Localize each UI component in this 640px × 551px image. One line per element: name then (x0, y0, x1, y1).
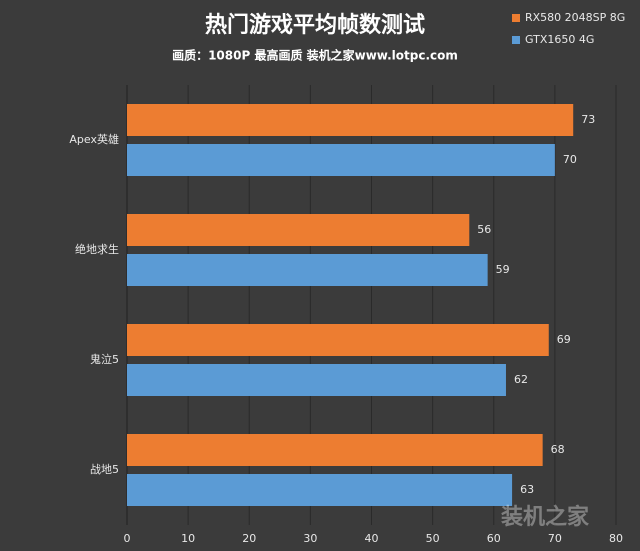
bar (127, 214, 470, 246)
x-tick-label: 30 (303, 532, 317, 545)
y-tick-label: 鬼泣5 (90, 352, 119, 366)
x-tick-label: 0 (124, 532, 131, 545)
data-label: 70 (563, 153, 577, 166)
x-tick-label: 60 (487, 532, 501, 545)
data-label: 68 (551, 443, 565, 456)
data-label: 56 (477, 223, 491, 236)
y-tick-label: Apex英雄 (69, 132, 119, 146)
bar (127, 364, 506, 396)
legend-swatch (512, 36, 520, 44)
chart-title: 热门游戏平均帧数测试 (205, 12, 425, 38)
bar (127, 324, 549, 356)
bar (127, 474, 513, 506)
legend-label: GTX1650 4G (525, 33, 594, 46)
x-tick-label: 20 (242, 532, 256, 545)
bar (127, 144, 555, 176)
x-tick-label: 70 (548, 532, 562, 545)
data-label: 63 (520, 483, 534, 496)
data-label: 62 (514, 373, 528, 386)
x-tick-label: 80 (609, 532, 623, 545)
y-tick-label: 绝地求生 (75, 242, 119, 256)
x-tick-label: 50 (426, 532, 440, 545)
chart-subtitle: 画质：1080P 最高画质 装机之家www.lotpc.com (172, 48, 458, 63)
bar (127, 434, 543, 466)
bar (127, 254, 488, 286)
data-label: 69 (557, 333, 571, 346)
y-tick-label: 战地5 (90, 463, 119, 476)
data-label: 73 (581, 113, 595, 126)
data-label: 59 (496, 263, 510, 276)
legend-label: RX580 2048SP 8G (525, 11, 625, 24)
bar (127, 104, 574, 136)
watermark: 装机之家 (501, 504, 590, 530)
x-tick-label: 10 (181, 532, 195, 545)
x-tick-label: 40 (365, 532, 379, 545)
legend-swatch (512, 14, 520, 22)
